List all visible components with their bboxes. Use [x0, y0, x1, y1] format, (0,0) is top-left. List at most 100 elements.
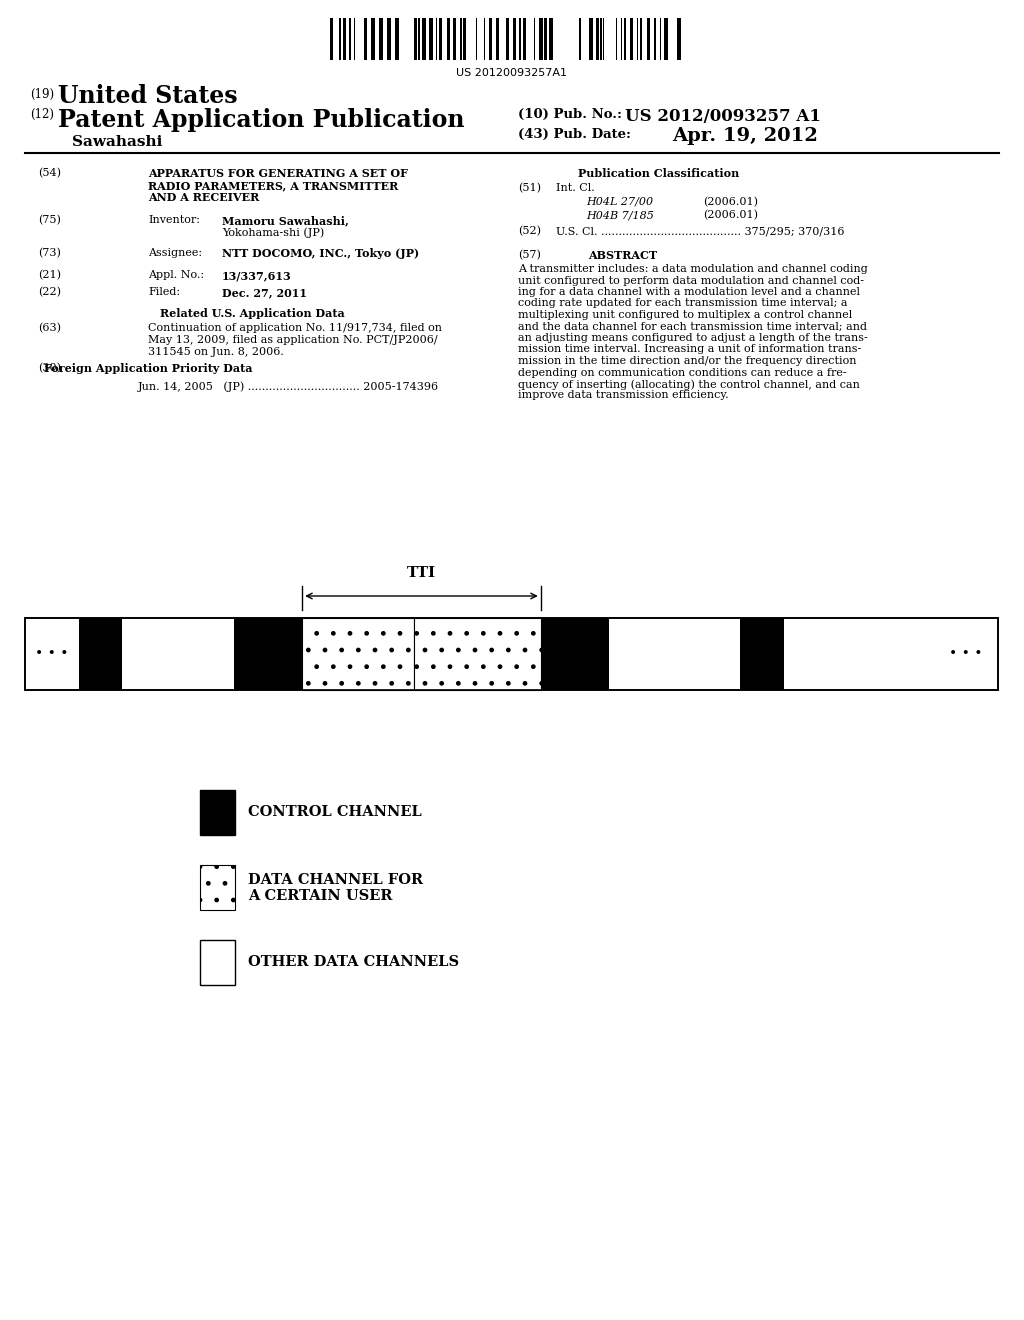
Text: CONTROL CHANNEL: CONTROL CHANNEL — [248, 805, 422, 820]
Bar — [654, 18, 656, 59]
Bar — [647, 18, 650, 59]
Bar — [544, 18, 547, 59]
Text: Sawahashi: Sawahashi — [72, 135, 163, 149]
Bar — [523, 18, 526, 59]
Text: (63): (63) — [38, 323, 61, 334]
Bar — [371, 18, 375, 59]
Text: Assignee:: Assignee: — [148, 248, 202, 257]
Bar — [506, 18, 509, 59]
Text: Appl. No.:: Appl. No.: — [148, 271, 204, 280]
Text: (19): (19) — [30, 88, 54, 102]
Text: (75): (75) — [38, 215, 60, 226]
Text: improve data transmission efficiency.: improve data transmission efficiency. — [518, 391, 729, 400]
Text: (51): (51) — [518, 183, 541, 193]
Bar — [339, 18, 341, 59]
Bar — [630, 18, 633, 59]
Bar — [234, 618, 302, 690]
Bar — [349, 18, 351, 59]
Text: mission in the time direction and/or the frequency direction: mission in the time direction and/or the… — [518, 356, 856, 366]
Text: Jun. 14, 2005   (JP) ................................ 2005-174396: Jun. 14, 2005 (JP) .....................… — [138, 381, 439, 392]
Text: Inventor:: Inventor: — [148, 215, 200, 224]
Text: U.S. Cl. ........................................ 375/295; 370/316: U.S. Cl. ...............................… — [556, 226, 845, 236]
Text: (73): (73) — [38, 248, 60, 259]
Text: Yokohama-shi (JP): Yokohama-shi (JP) — [222, 227, 325, 238]
Bar — [513, 18, 516, 59]
Text: ing for a data channel with a modulation level and a channel: ing for a data channel with a modulation… — [518, 286, 860, 297]
Text: H04B 7/185: H04B 7/185 — [586, 210, 654, 220]
Bar — [343, 18, 346, 59]
Text: unit configured to perform data modulation and channel cod-: unit configured to perform data modulati… — [518, 276, 864, 285]
Text: Patent Application Publication: Patent Application Publication — [58, 108, 465, 132]
Text: OTHER DATA CHANNELS: OTHER DATA CHANNELS — [248, 956, 459, 969]
Text: APPARATUS FOR GENERATING A SET OF: APPARATUS FOR GENERATING A SET OF — [148, 168, 408, 180]
Text: • • •: • • • — [35, 647, 68, 661]
Text: 311545 on Jun. 8, 2006.: 311545 on Jun. 8, 2006. — [148, 347, 284, 356]
Bar — [364, 18, 367, 59]
Text: an adjusting means configured to adjust a length of the trans-: an adjusting means configured to adjust … — [518, 333, 867, 343]
Bar — [447, 18, 450, 59]
Bar — [25, 618, 998, 690]
Text: • • •: • • • — [949, 647, 983, 661]
Bar — [302, 618, 414, 690]
Bar — [422, 18, 426, 59]
Text: coding rate updated for each transmission time interval; a: coding rate updated for each transmissio… — [518, 298, 848, 309]
Text: US 20120093257A1: US 20120093257A1 — [457, 69, 567, 78]
Text: A CERTAIN USER: A CERTAIN USER — [248, 890, 392, 903]
Text: US 2012/0093257 A1: US 2012/0093257 A1 — [625, 108, 821, 125]
Text: Apr. 19, 2012: Apr. 19, 2012 — [672, 127, 818, 145]
Text: AND A RECEIVER: AND A RECEIVER — [148, 191, 259, 203]
Bar — [549, 18, 553, 59]
Bar — [395, 18, 399, 59]
Text: (52): (52) — [518, 226, 541, 236]
Text: Publication Classification: Publication Classification — [578, 168, 739, 180]
Bar — [539, 18, 543, 59]
Bar — [200, 865, 234, 909]
Text: Filed:: Filed: — [148, 286, 180, 297]
Bar — [414, 18, 417, 59]
Text: (2006.01): (2006.01) — [703, 197, 758, 207]
Bar — [79, 618, 122, 690]
Bar — [25, 618, 998, 690]
Bar — [429, 18, 433, 59]
Text: quency of inserting (allocating) the control channel, and can: quency of inserting (allocating) the con… — [518, 379, 860, 389]
Bar — [589, 18, 593, 59]
Text: Mamoru Sawahashi,: Mamoru Sawahashi, — [222, 215, 349, 226]
Bar — [677, 18, 681, 59]
Bar — [489, 18, 492, 59]
Bar — [418, 18, 420, 59]
Bar — [596, 18, 599, 59]
Text: (22): (22) — [38, 286, 61, 297]
Text: Dec. 27, 2011: Dec. 27, 2011 — [222, 286, 307, 298]
Bar — [624, 18, 626, 59]
Bar — [414, 618, 541, 690]
Text: (54): (54) — [38, 168, 61, 178]
Bar — [640, 18, 642, 59]
Bar — [379, 18, 383, 59]
Text: Int. Cl.: Int. Cl. — [556, 183, 595, 193]
Text: NTT DOCOMO, INC., Tokyo (JP): NTT DOCOMO, INC., Tokyo (JP) — [222, 248, 419, 259]
Text: (12): (12) — [30, 108, 54, 121]
Text: (21): (21) — [38, 271, 61, 280]
Text: multiplexing unit configured to multiplex a control channel: multiplexing unit configured to multiple… — [518, 310, 852, 319]
Bar — [541, 618, 609, 690]
Text: 13/337,613: 13/337,613 — [222, 271, 292, 281]
Bar — [439, 18, 442, 59]
Text: Foreign Application Priority Data: Foreign Application Priority Data — [44, 363, 252, 374]
Text: Related U.S. Application Data: Related U.S. Application Data — [160, 308, 344, 319]
Bar — [600, 18, 602, 59]
Text: Continuation of application No. 11/917,734, filed on: Continuation of application No. 11/917,7… — [148, 323, 442, 333]
Bar — [387, 18, 391, 59]
Text: and the data channel for each transmission time interval; and: and the data channel for each transmissi… — [518, 322, 867, 331]
Text: (2006.01): (2006.01) — [703, 210, 758, 220]
Text: (43) Pub. Date:: (43) Pub. Date: — [518, 128, 631, 141]
Bar — [453, 18, 456, 59]
Text: (57): (57) — [518, 249, 541, 260]
Bar — [519, 18, 521, 59]
Text: ABSTRACT: ABSTRACT — [588, 249, 657, 261]
Bar — [200, 940, 234, 985]
Text: (30): (30) — [38, 363, 61, 374]
Text: DATA CHANNEL FOR: DATA CHANNEL FOR — [248, 874, 423, 887]
Bar — [740, 618, 784, 690]
Text: H04L 27/00: H04L 27/00 — [586, 197, 653, 207]
Bar — [579, 18, 581, 59]
